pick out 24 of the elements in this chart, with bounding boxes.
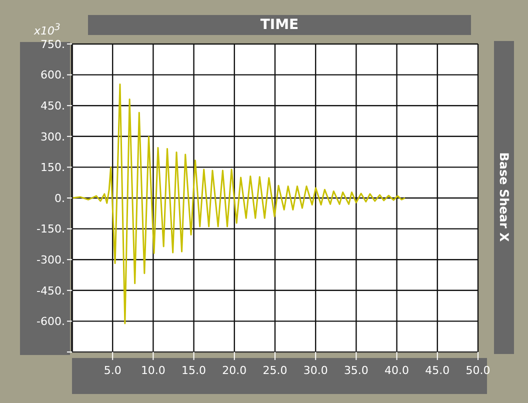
y-tick-label: 150. — [40, 161, 65, 174]
x-tick-label: 25.0 — [262, 364, 288, 377]
x-tick-label: 15.0 — [182, 364, 206, 377]
x-tick-label: 20.0 — [222, 364, 247, 377]
x-tick-label: 50.0 — [466, 364, 490, 377]
line-series — [72, 83, 406, 324]
y-tick-label: 0. — [54, 192, 65, 205]
x-tick-label: 40.0 — [384, 364, 410, 377]
y-tick-label: -300. — [36, 254, 65, 267]
y-tick-label: 600. — [40, 68, 65, 82]
text: x10$^{3}$ — [34, 22, 60, 38]
y-axis-title: Base Shear X — [497, 152, 511, 242]
y-tick-label: -150. — [36, 222, 65, 236]
chart-title: TIME — [88, 15, 471, 35]
y-tick-label: 300. — [40, 130, 65, 144]
y-tick-label: 450. — [40, 100, 65, 113]
y-tick-label: 750. — [40, 38, 65, 51]
x-tick-label: 35.0 — [344, 364, 368, 377]
x-tick-label: 45.0 — [425, 364, 450, 377]
x-tick-label: 10.0 — [140, 364, 166, 377]
y-tick-label: -450. — [36, 284, 65, 298]
x-tick-label: 5.0 — [104, 364, 122, 377]
y-tick-label: -600. — [36, 315, 65, 328]
x-tick-label: 30.0 — [303, 364, 328, 377]
